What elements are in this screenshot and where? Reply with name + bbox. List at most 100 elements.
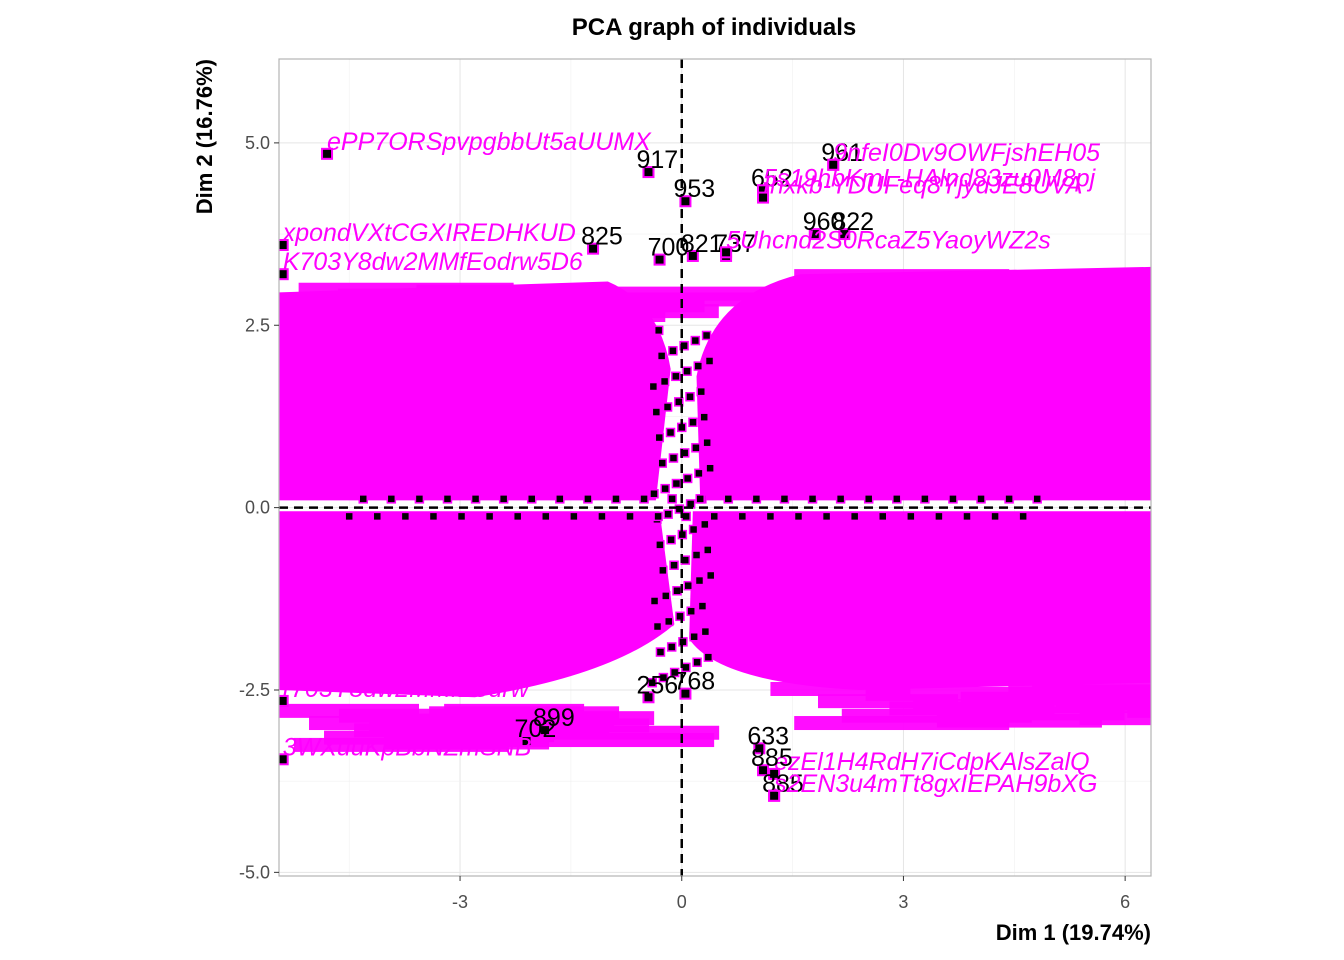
cloud-texture — [397, 296, 637, 310]
center-point — [654, 623, 662, 631]
axis-band-point — [963, 512, 971, 520]
point-label: 768 — [673, 668, 715, 696]
cloud-texture — [1127, 284, 1342, 298]
y-tick-label: 2.5 — [245, 315, 270, 335]
y-tick-label: 0.0 — [245, 498, 270, 518]
axis-band-point — [528, 495, 536, 503]
center-point — [655, 326, 663, 334]
axis-band-point — [1019, 512, 1027, 520]
center-point — [656, 648, 664, 656]
axis-band-point — [598, 512, 606, 520]
axis-band-point — [373, 512, 381, 520]
axis-band-point — [429, 512, 437, 520]
center-point — [652, 408, 660, 416]
cloud-texture — [794, 716, 1009, 730]
point-label: 953 — [673, 175, 715, 203]
axis-band-point — [443, 495, 451, 503]
cloud-texture — [794, 269, 1009, 283]
axis-band-point — [1005, 495, 1013, 503]
axis-band-point — [879, 512, 887, 520]
center-point — [692, 444, 700, 452]
axis-band-point — [612, 495, 620, 503]
center-point — [673, 587, 681, 595]
axis-band-point — [893, 495, 901, 503]
axis-band-point — [387, 495, 395, 503]
x-tick-label: 6 — [1120, 892, 1130, 912]
chart-title: PCA graph of individuals — [572, 14, 856, 41]
center-point — [650, 490, 658, 498]
point-label: xpondVXtCGXIREDHKUD — [282, 219, 576, 247]
point-label: 885 — [751, 744, 793, 772]
point-label: s2EN3u4mTt8gxIEPAH9bXG — [774, 770, 1097, 798]
y-axis-title: Dim 2 (16.76%) — [192, 59, 217, 214]
center-point — [694, 362, 702, 370]
cloud-texture — [913, 699, 1153, 713]
axis-band-point — [626, 512, 634, 520]
axis-band-point — [921, 495, 929, 503]
point-label: 5Uhcnd2S0RcaZ5YaoyWZ2s — [726, 226, 1051, 254]
axis-band-point — [401, 512, 409, 520]
center-point — [690, 633, 698, 641]
axis-band-point — [556, 495, 564, 503]
center-point — [707, 571, 715, 579]
center-point — [698, 602, 706, 610]
axis-band-point — [780, 495, 788, 503]
axis-band-point — [514, 512, 522, 520]
axis-band-point — [415, 495, 423, 503]
center-point — [703, 331, 711, 339]
center-point — [672, 372, 680, 380]
axis-band-point — [682, 512, 690, 520]
cloud-texture — [299, 283, 514, 297]
center-point — [706, 357, 714, 365]
center-point — [695, 469, 703, 477]
axis-band-point — [472, 495, 480, 503]
x-ticks: -3 0 3 6 — [452, 876, 1130, 912]
x-axis-title: Dim 1 (19.74%) — [996, 920, 1151, 945]
cloud-texture — [1127, 704, 1342, 718]
center-point — [672, 480, 680, 488]
center-point — [687, 607, 695, 615]
center-point — [659, 566, 667, 574]
center-point — [655, 434, 663, 442]
axis-band-point — [654, 512, 662, 520]
center-point — [664, 510, 672, 518]
axis-band-point — [907, 512, 915, 520]
center-point — [683, 367, 691, 375]
axis-band-point — [949, 495, 957, 503]
x-tick-label: -3 — [452, 892, 468, 912]
center-point — [658, 352, 666, 360]
axis-band-point — [752, 495, 760, 503]
axis-band-point — [458, 512, 466, 520]
label-cloud-4 — [689, 511, 1151, 690]
center-point — [662, 592, 670, 600]
axis-band-point — [851, 512, 859, 520]
center-point — [656, 541, 664, 549]
cloud-texture — [1080, 275, 1320, 289]
axis-band-point — [668, 495, 676, 503]
axis-band-point — [795, 512, 803, 520]
x-tick-label: 0 — [677, 892, 687, 912]
center-point — [664, 403, 672, 411]
y-ticks: -5.0-2.50.02.55.0 — [239, 133, 279, 882]
axis-band-point — [359, 495, 367, 503]
center-point — [693, 551, 701, 559]
center-point — [704, 546, 712, 554]
axis-band-point — [837, 495, 845, 503]
point-label: ePP7ORSpvpgbbUt5aUUMX — [327, 128, 652, 156]
cloud-texture — [913, 290, 1153, 304]
center-point — [684, 474, 692, 482]
axis-band-point — [823, 512, 831, 520]
center-point — [658, 459, 666, 467]
axis-band-point — [486, 512, 494, 520]
axis-band-point — [1033, 495, 1041, 503]
axis-band-point — [991, 512, 999, 520]
axis-band-point — [977, 495, 985, 503]
center-point — [669, 454, 677, 462]
center-point — [704, 653, 712, 661]
center-point — [651, 597, 659, 605]
axis-band-point — [345, 512, 353, 520]
center-point — [689, 418, 697, 426]
point-label: 9nfeI0Dv9OWFjshEH05 — [833, 139, 1100, 167]
axis-band-point — [696, 495, 704, 503]
